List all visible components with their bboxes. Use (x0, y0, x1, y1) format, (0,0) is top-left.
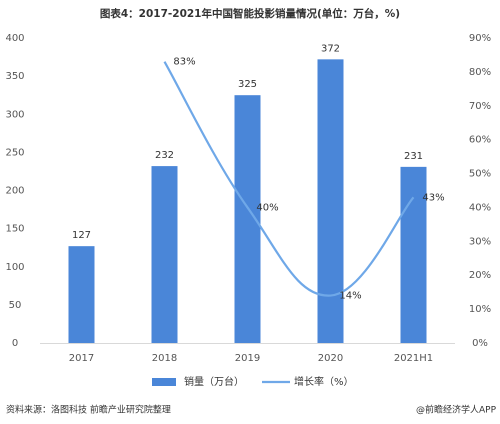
y-tick-label: 300 (5, 109, 24, 120)
y-tick-label: 250 (5, 147, 24, 158)
data-label: 232 (155, 150, 174, 161)
bar (68, 246, 95, 343)
y2-tick-label: 0% (472, 338, 488, 349)
x-tick-label: 2019 (235, 353, 260, 364)
bar (151, 166, 178, 343)
bar (400, 166, 427, 343)
x-tick-label: 2020 (318, 353, 343, 364)
y-tick-label: 400 (5, 33, 24, 44)
source: 资料来源：洛图科技 前瞻产业研究院整理 (6, 404, 171, 416)
legend-label: 增长率（%） (294, 375, 354, 388)
y2-tick-label: 30% (469, 236, 491, 247)
data-label: 325 (238, 79, 257, 90)
y2-tick-label: 70% (469, 101, 491, 112)
y-tick-label: 0 (12, 338, 18, 349)
legend-label: 销量（万台） (184, 375, 244, 388)
y2-tick-label: 80% (469, 67, 491, 78)
y-tick-label: 150 (5, 224, 24, 235)
x-tick-label: 2017 (69, 353, 94, 364)
data-label: 43% (422, 192, 444, 203)
data-label: 231 (404, 151, 423, 162)
data-label: 40% (256, 202, 278, 213)
y2-tick-label: 90% (469, 33, 491, 44)
data-label: 127 (72, 230, 91, 241)
data-label: 372 (321, 43, 340, 54)
data-label: 14% (339, 291, 361, 302)
y-tick-label: 200 (5, 186, 24, 197)
y-tick-label: 100 (5, 262, 24, 273)
y2-tick-label: 40% (469, 202, 491, 213)
y2-tick-label: 20% (469, 270, 491, 281)
data-label: 83% (173, 57, 195, 68)
legend-swatch (152, 378, 176, 386)
y2-tick-label: 10% (469, 304, 491, 315)
x-tick-label: 2021H1 (394, 353, 433, 364)
y-tick-label: 350 (5, 71, 24, 82)
credit: @前瞻经济学人APP (416, 404, 497, 416)
x-tick-label: 2018 (152, 353, 177, 364)
y2-tick-label: 60% (469, 135, 491, 146)
line (163, 61, 415, 297)
y2-tick-label: 50% (469, 169, 491, 180)
y-tick-label: 50 (9, 300, 22, 311)
chart-title: 图表4：2017-2021年中国智能投影销量情况(单位：万台，%) (100, 7, 400, 20)
